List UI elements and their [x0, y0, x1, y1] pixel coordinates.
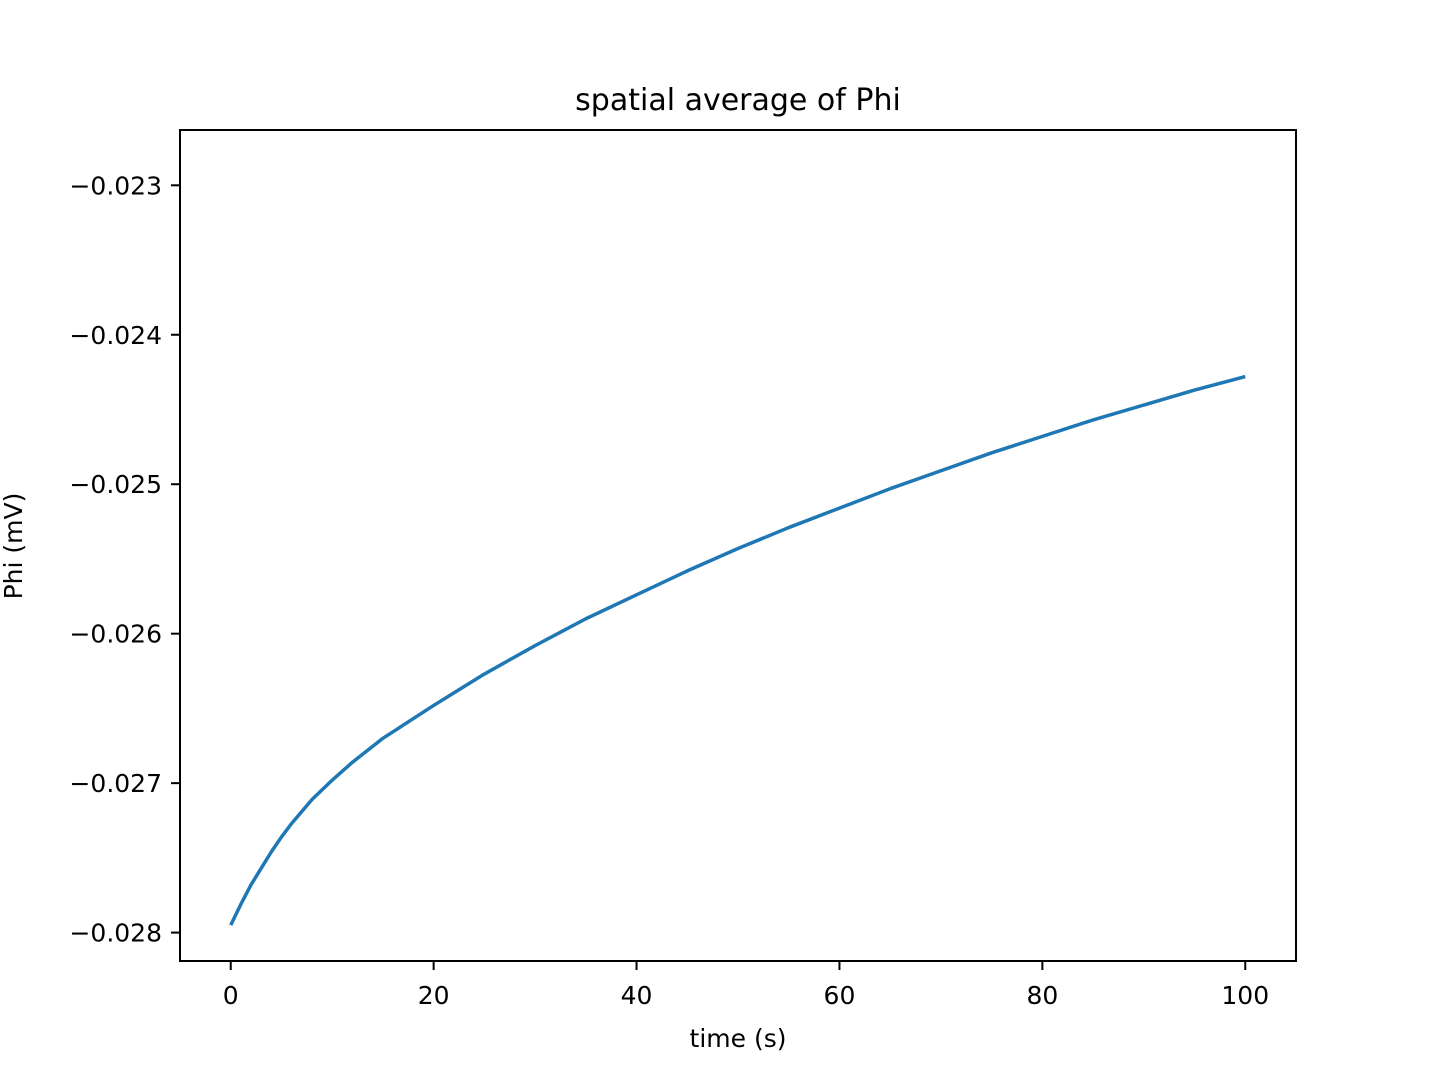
- y-tick-label: −0.023: [69, 171, 162, 200]
- x-tick-label: 60: [824, 981, 856, 1010]
- y-tick-label: −0.024: [69, 321, 162, 350]
- y-tick-label: −0.028: [69, 919, 162, 948]
- x-tick-label: 80: [1026, 981, 1058, 1010]
- chart-title: spatial average of Phi: [575, 83, 901, 118]
- series-line-0: [229, 374, 1246, 926]
- x-axis-label: time (s): [690, 1024, 787, 1053]
- x-tick-label: 100: [1221, 981, 1269, 1010]
- x-tick-label: 0: [223, 981, 239, 1010]
- y-tick-label: −0.025: [69, 470, 162, 499]
- y-axis-label: Phi (mV): [0, 493, 28, 600]
- x-axis-ticks: 0 20 40 60 80 100: [223, 961, 1269, 1010]
- x-tick-label: 40: [621, 981, 653, 1010]
- x-tick-label: 20: [418, 981, 450, 1010]
- plot-area-frame: [179, 129, 1297, 962]
- y-tick-label: −0.027: [69, 769, 162, 798]
- y-tick-label: −0.026: [69, 620, 162, 649]
- y-axis-ticks: −0.028 −0.027 −0.026 −0.025 −0.024 −0.023: [69, 171, 180, 948]
- series-layer: [229, 374, 1246, 926]
